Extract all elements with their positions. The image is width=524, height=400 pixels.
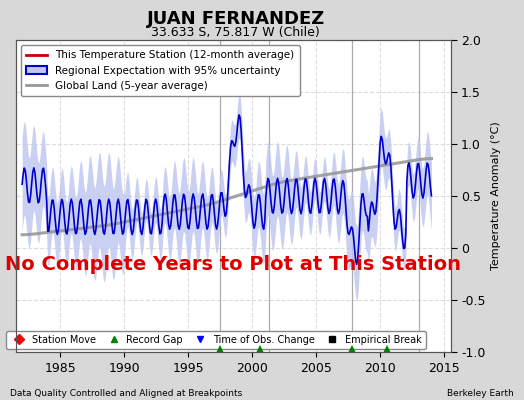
Text: 33.633 S, 75.817 W (Chile): 33.633 S, 75.817 W (Chile) bbox=[151, 26, 320, 39]
Legend: Station Move, Record Gap, Time of Obs. Change, Empirical Break: Station Move, Record Gap, Time of Obs. C… bbox=[6, 331, 425, 349]
Text: Berkeley Earth: Berkeley Earth bbox=[447, 389, 514, 398]
Y-axis label: Temperature Anomaly (°C): Temperature Anomaly (°C) bbox=[491, 122, 501, 270]
Text: Data Quality Controlled and Aligned at Breakpoints: Data Quality Controlled and Aligned at B… bbox=[10, 389, 243, 398]
Text: JUAN FERNANDEZ: JUAN FERNANDEZ bbox=[147, 10, 325, 28]
Text: No Complete Years to Plot at This Station: No Complete Years to Plot at This Statio… bbox=[5, 255, 461, 274]
